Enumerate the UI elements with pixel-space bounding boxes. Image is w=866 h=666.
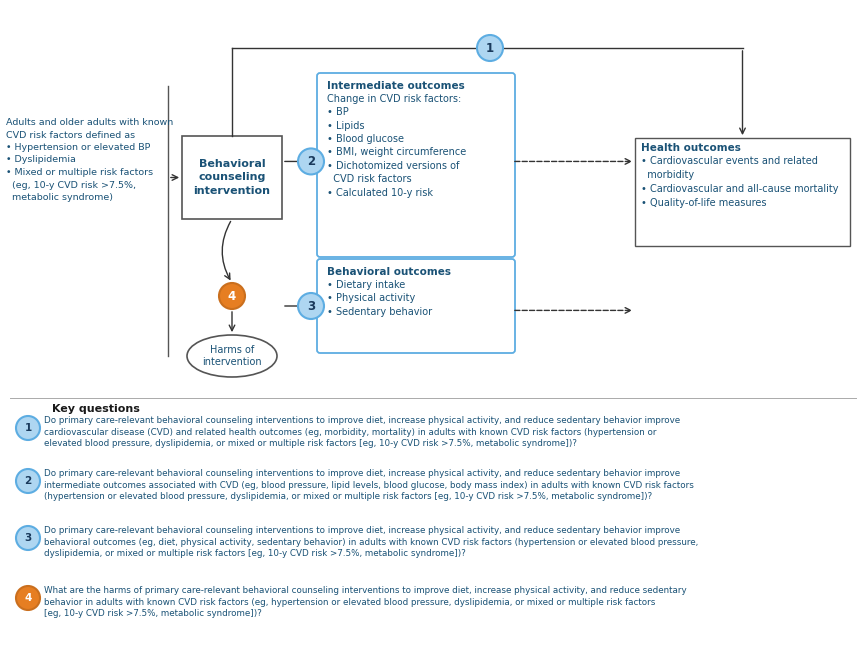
- Text: Change in CVD risk factors:
• BP
• Lipids
• Blood glucose
• BMI, weight circumfe: Change in CVD risk factors: • BP • Lipid…: [327, 94, 466, 198]
- Text: What are the harms of primary care-relevant behavioral counseling interventions : What are the harms of primary care-relev…: [44, 586, 687, 618]
- Text: Do primary care-relevant behavioral counseling interventions to improve diet, in: Do primary care-relevant behavioral coun…: [44, 469, 694, 501]
- Ellipse shape: [187, 335, 277, 377]
- Text: 3: 3: [307, 300, 315, 312]
- Text: • Dietary intake
• Physical activity
• Sedentary behavior: • Dietary intake • Physical activity • S…: [327, 280, 432, 317]
- FancyBboxPatch shape: [317, 259, 515, 353]
- Bar: [635, 138, 850, 246]
- Text: Harms of
intervention: Harms of intervention: [202, 345, 262, 367]
- Text: Do primary care-relevant behavioral counseling interventions to improve diet, in: Do primary care-relevant behavioral coun…: [44, 416, 680, 448]
- Circle shape: [298, 149, 324, 174]
- Text: Key questions: Key questions: [52, 404, 140, 414]
- Text: 2: 2: [24, 476, 32, 486]
- Text: Behavioral
counseling
intervention: Behavioral counseling intervention: [193, 159, 270, 196]
- Text: Do primary care-relevant behavioral counseling interventions to improve diet, in: Do primary care-relevant behavioral coun…: [44, 526, 698, 558]
- Text: Intermediate outcomes: Intermediate outcomes: [327, 81, 465, 91]
- Text: 4: 4: [24, 593, 32, 603]
- Text: Adults and older adults with known
CVD risk factors defined as
• Hypertension or: Adults and older adults with known CVD r…: [6, 118, 173, 202]
- Text: Behavioral outcomes: Behavioral outcomes: [327, 267, 451, 277]
- Circle shape: [298, 293, 324, 319]
- Circle shape: [477, 35, 503, 61]
- Text: 4: 4: [228, 290, 236, 302]
- Circle shape: [16, 416, 40, 440]
- Text: 3: 3: [24, 533, 32, 543]
- Text: Health outcomes: Health outcomes: [641, 143, 741, 153]
- Text: • Cardiovascular events and related
  morbidity
• Cardiovascular and all-cause m: • Cardiovascular events and related morb…: [641, 156, 838, 208]
- Circle shape: [16, 526, 40, 550]
- Text: 1: 1: [24, 423, 32, 433]
- Text: 1: 1: [486, 41, 494, 55]
- Text: 2: 2: [307, 155, 315, 168]
- Bar: [182, 136, 282, 219]
- FancyBboxPatch shape: [317, 73, 515, 257]
- Circle shape: [219, 283, 245, 309]
- Circle shape: [16, 469, 40, 493]
- Circle shape: [16, 586, 40, 610]
